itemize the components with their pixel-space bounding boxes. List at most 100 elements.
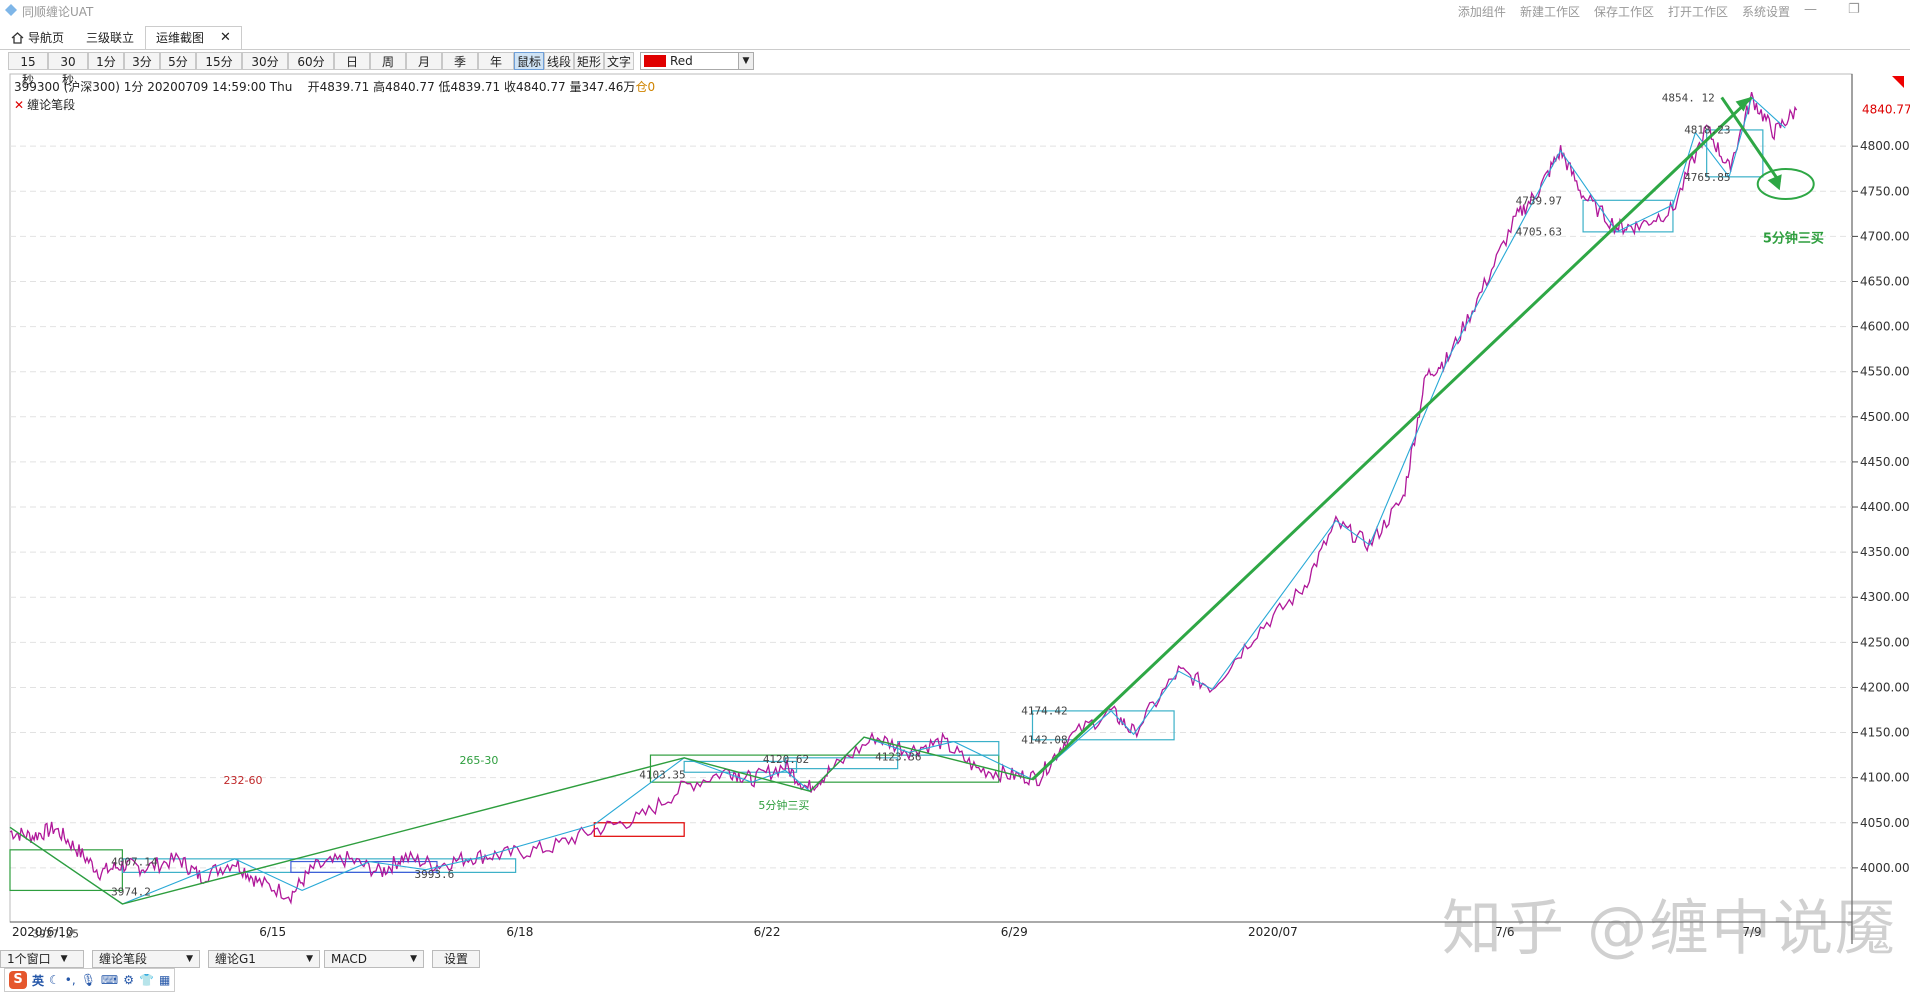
quote-info-line: 399300 (沪深300) 1分 20200709 14:59:00 Thu …: [14, 78, 655, 95]
period-15s-button[interactable]: 15秒: [8, 52, 48, 87]
indicator-macd-label: MACD: [331, 952, 367, 966]
period-60m-button[interactable]: 60分: [288, 52, 334, 70]
x-tick-label: 6/15: [259, 925, 286, 939]
app-title: 同顺缠论UAT: [22, 5, 94, 19]
quote-position: 仓0: [635, 80, 656, 94]
kline-chart[interactable]: 4000.00 4050.00 4100.00 4150.00 4200.00 4250.…: [0, 72, 1910, 950]
period-30m-button[interactable]: 30分: [242, 52, 288, 70]
bi-series-line: [9, 96, 1786, 905]
app-logo-icon: [5, 4, 17, 16]
period-30s-button[interactable]: 30秒: [48, 52, 88, 87]
corner-marker-icon: [1892, 76, 1904, 88]
grid-icon[interactable]: ▦: [158, 973, 171, 987]
tab-ops-screenshot-label: 运维截图: [156, 31, 205, 45]
ime-toolbar: S 英 ☾ •, 🎙 ⌨ ⚙ 👕 ▦: [4, 968, 176, 992]
chevron-down-icon[interactable]: ▼: [738, 53, 753, 69]
x-tick-label: 6/18: [506, 925, 533, 939]
tool-mouse-button[interactable]: 鼠标: [514, 52, 544, 70]
tab-home[interactable]: 导航页: [0, 26, 75, 50]
price-label: 4818.23: [1684, 124, 1730, 137]
period-15m-button[interactable]: 15分: [196, 52, 242, 70]
indicator-g1-label: 缠论G1: [215, 952, 256, 966]
period-3m-button[interactable]: 3分: [124, 52, 160, 70]
skin-icon[interactable]: 👕: [139, 973, 154, 987]
x-tick-label: 6/29: [1001, 925, 1028, 939]
y-tick-label: 4100.00: [1860, 771, 1910, 785]
tab-bar: 导航页 三级联立 运维截图 ✕: [0, 26, 242, 50]
window-count-select[interactable]: 1个窗口 ▼: [0, 950, 84, 968]
ime-language[interactable]: 英: [32, 973, 45, 988]
zhongshu-box: [1706, 129, 1764, 178]
minimize-button[interactable]: —: [1804, 2, 1817, 17]
y-tick-label: 4800.00: [1860, 139, 1910, 153]
home-icon: [11, 32, 24, 44]
menu-save-workspace[interactable]: 保存工作区: [1593, 5, 1654, 19]
chart-annotation: 232-60: [223, 774, 262, 787]
y-tick-label: 4000.00: [1860, 861, 1910, 875]
moon-icon[interactable]: ☾: [49, 973, 60, 987]
color-select[interactable]: Red ▼: [640, 52, 754, 70]
zhongshu-box: [1582, 199, 1674, 233]
plot-frame: [9, 73, 1853, 923]
quote-symbol: 399300 (沪深300): [14, 80, 120, 94]
chevron-down-icon: ▼: [186, 954, 193, 964]
indicator-close-icon[interactable]: ✕: [14, 98, 25, 112]
price-label: 4142.08: [1021, 734, 1067, 747]
restore-button[interactable]: ❐: [1848, 2, 1860, 17]
tool-text-button[interactable]: 文字: [604, 52, 634, 70]
bottom-toolbar: 1个窗口 ▼ 缠论笔段 ▼ 缠论G1 ▼ MACD ▼ 设置: [0, 950, 480, 970]
window-count-label: 1个窗口: [7, 952, 51, 966]
menu-new-workspace[interactable]: 新建工作区: [1519, 5, 1580, 19]
tab-home-label: 导航页: [28, 31, 65, 45]
price-label: 3993.6: [415, 868, 455, 881]
y-tick-label: 4450.00: [1860, 455, 1910, 469]
close-icon[interactable]: ✕: [220, 30, 231, 45]
quote-close: 收4840.77: [503, 80, 566, 94]
down-arrow-line: [1720, 96, 1781, 184]
settings-button[interactable]: 设置: [432, 950, 480, 968]
indicator-macd-select[interactable]: MACD ▼: [324, 950, 424, 968]
period-year-button[interactable]: 年: [478, 52, 514, 70]
tab-divider: [0, 49, 1910, 50]
indicator-legend: ✕ 缠论笔段: [14, 96, 75, 113]
menu-system-settings[interactable]: 系统设置: [1741, 5, 1790, 19]
period-quarter-button[interactable]: 季: [442, 52, 478, 70]
tab-ops-screenshot[interactable]: 运维截图 ✕: [145, 26, 242, 49]
ime-logo-icon[interactable]: S: [9, 971, 27, 989]
y-tick-label: 4600.00: [1860, 320, 1910, 334]
chart-annotation: 265-30: [459, 754, 498, 767]
price-label: 4739.97: [1516, 194, 1562, 207]
period-5m-button[interactable]: 5分: [160, 52, 196, 70]
y-tick-label: 4050.00: [1860, 816, 1910, 830]
menu-add-widget[interactable]: 添加组件: [1457, 5, 1506, 19]
tab-three-level[interactable]: 三级联立: [75, 26, 145, 50]
tool-line-button[interactable]: 线段: [544, 52, 574, 70]
period-toolbar: 15秒 30秒 1分 3分 5分 15分 30分 60分 日 周 月 季 年 鼠…: [8, 52, 754, 87]
chart-annotation: 5分钟三买: [758, 798, 809, 812]
indicator-label: 缠论笔段: [27, 98, 76, 112]
tool-rect-button[interactable]: 矩形: [574, 52, 604, 70]
price-series-line: [9, 91, 1798, 905]
y-tick-label: 4250.00: [1860, 635, 1910, 649]
toolbox-icon[interactable]: ⚙: [123, 973, 135, 987]
tab-three-level-label: 三级联立: [86, 31, 135, 45]
price-label: 4174.42: [1021, 705, 1067, 718]
indicator-chan-select[interactable]: 缠论笔段 ▼: [92, 950, 200, 968]
menu-open-workspace[interactable]: 打开工作区: [1667, 5, 1728, 19]
keyboard-icon[interactable]: ⌨: [100, 973, 119, 987]
punctuation-icon[interactable]: •,: [64, 973, 76, 987]
y-tick-label: 4400.00: [1860, 500, 1910, 514]
y-tick-label: 4650.00: [1860, 274, 1910, 288]
period-month-button[interactable]: 月: [406, 52, 442, 70]
indicator-g1-select[interactable]: 缠论G1 ▼: [208, 950, 320, 968]
microphone-icon[interactable]: 🎙: [80, 973, 96, 987]
y-tick-label: 4350.00: [1860, 545, 1910, 559]
title-bar: 同顺缠论UAT 添加组件 新建工作区 保存工作区 打开工作区 系统设置 — ❐: [0, 0, 1910, 22]
period-day-button[interactable]: 日: [334, 52, 370, 70]
x-tick-label: 2020/6/10: [12, 925, 74, 939]
y-tick-label: 4700.00: [1860, 229, 1910, 243]
y-tick-label: 4150.00: [1860, 726, 1910, 740]
price-label: 4120.62: [763, 753, 809, 766]
period-week-button[interactable]: 周: [370, 52, 406, 70]
period-1m-button[interactable]: 1分: [88, 52, 124, 70]
